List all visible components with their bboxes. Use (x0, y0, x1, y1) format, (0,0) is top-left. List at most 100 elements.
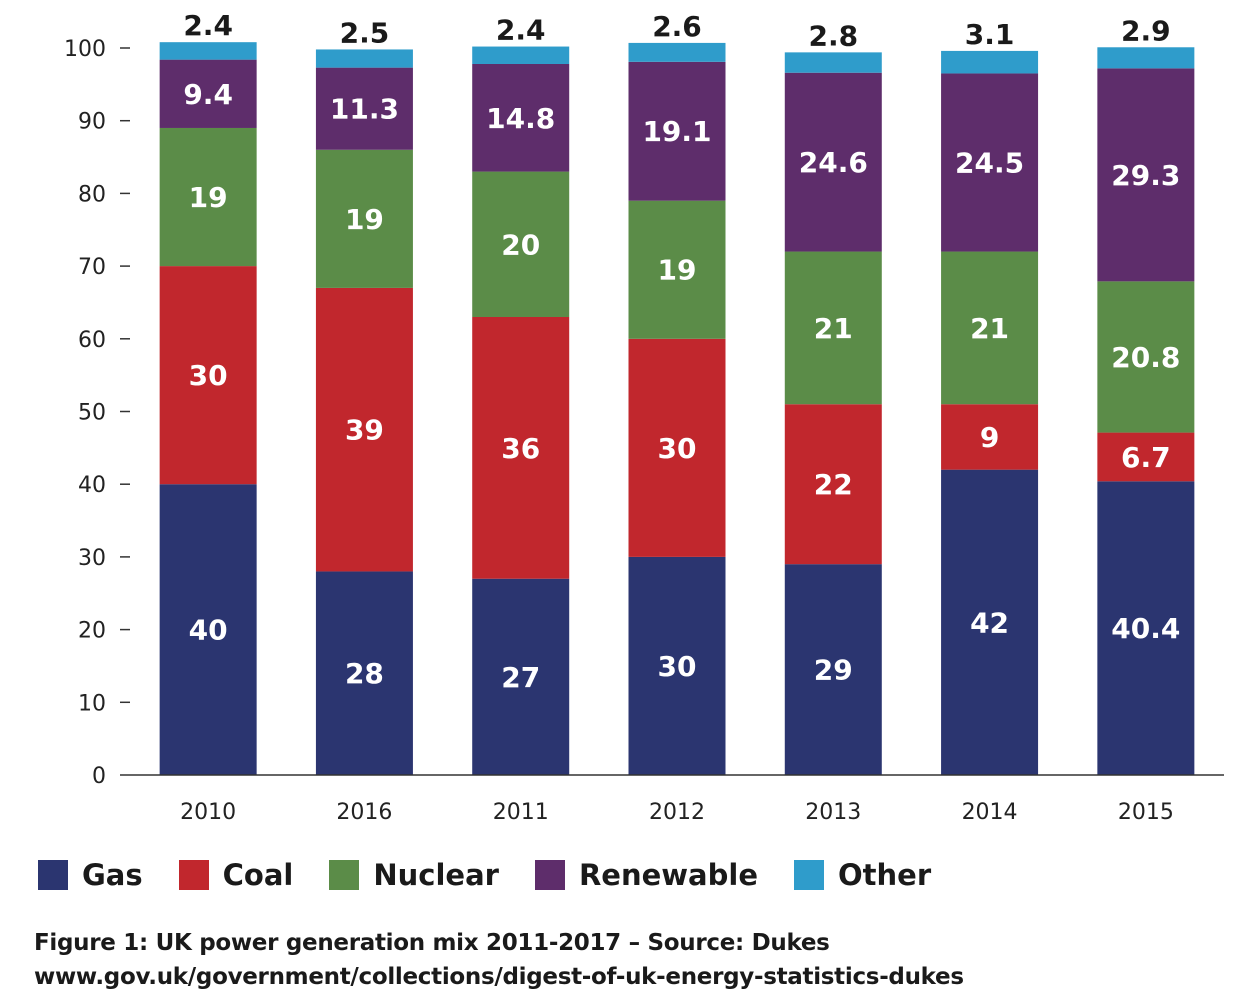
legend-label-other: Other (838, 858, 932, 892)
data-label-renewable: 11.3 (330, 93, 399, 126)
legend-label-coal: Coal (222, 858, 294, 892)
y-tick-label: 70 (78, 255, 106, 280)
bar-segment-other (315, 49, 413, 68)
bar-segment-gas (1097, 481, 1195, 775)
y-tick-label: 100 (64, 37, 106, 62)
data-label-other: 2.5 (340, 16, 390, 49)
data-label-other: 2.6 (652, 10, 702, 43)
stacked-bar-chart: 0 10 20 30 40 50 60 70 80 90 100 40 30 19 9.4 2.4 28 39 1… (64, 9, 1224, 825)
bar-segment-nuclear (159, 127, 257, 267)
data-label-gas: 42 (970, 606, 1009, 639)
bar-segment-gas (315, 571, 413, 775)
bar-segment-coal (315, 287, 413, 572)
bar-segment-other (1097, 47, 1195, 69)
data-label-other: 2.4 (183, 9, 233, 42)
legend-swatch-coal (178, 860, 209, 890)
y-tick-label: 50 (78, 401, 106, 426)
data-label-other: 2.9 (1121, 14, 1171, 47)
y-tick-label: 0 (92, 764, 106, 789)
x-tick-label: 2012 (649, 800, 705, 825)
data-label-renewable: 9.4 (183, 78, 233, 111)
data-label-coal: 30 (189, 359, 228, 392)
bar-segment-renewable (159, 59, 257, 128)
data-label-other: 3.1 (965, 18, 1015, 51)
bar-segment-gas (472, 578, 570, 775)
bar-segment-gas (784, 564, 882, 775)
data-label-coal: 6.7 (1121, 441, 1171, 474)
data-label-coal: 9 (980, 421, 999, 454)
data-label-coal: 39 (345, 414, 384, 447)
data-label-coal: 30 (658, 432, 697, 465)
data-label-gas: 29 (814, 654, 853, 687)
data-label-gas: 40 (189, 614, 228, 647)
y-tick-label: 60 (78, 328, 106, 353)
bar-segment-nuclear (628, 200, 726, 339)
data-label-renewable: 29.3 (1111, 159, 1180, 192)
bars: 40 30 19 9.4 2.4 28 39 19 11.3 2.5 27 36 20 14.8 2.4 30… (159, 9, 1195, 775)
data-label-renewable: 24.6 (799, 146, 868, 179)
legend-label-renewable: Renewable (578, 858, 758, 892)
data-label-coal: 22 (814, 468, 853, 501)
bar-segment-other (628, 42, 726, 62)
data-label-gas: 28 (345, 657, 384, 690)
data-label-nuclear: 19 (658, 254, 697, 287)
bar-segment-nuclear (941, 251, 1039, 405)
data-label-coal: 36 (501, 432, 540, 465)
legend-label-gas: Gas (82, 858, 143, 892)
bar-segment-renewable (628, 61, 726, 201)
bar-segment-gas (159, 484, 257, 775)
legend-label-nuclear: Nuclear (373, 858, 499, 892)
legend-swatch-gas (38, 860, 68, 890)
bar-segment-coal (628, 338, 726, 557)
y-tick-label: 40 (78, 473, 106, 498)
y-tick-label: 20 (78, 619, 106, 644)
data-label-renewable: 24.5 (955, 147, 1024, 180)
bar-segment-renewable (784, 72, 882, 252)
x-tick-label: 2010 (180, 800, 236, 825)
y-axis-ticks: 0 10 20 30 40 50 60 70 80 90 100 (64, 37, 130, 789)
bar-segment-nuclear (315, 149, 413, 288)
figure-caption: Figure 1: UK power generation mix 2011-2… (34, 926, 964, 994)
bar-segment-other (941, 50, 1039, 74)
data-label-nuclear: 19 (345, 203, 384, 236)
caption-line-2: www.gov.uk/government/collections/digest… (34, 964, 964, 990)
bar-segment-nuclear (472, 171, 570, 317)
legend-item-renewable: Renewable (534, 858, 758, 892)
y-tick-label: 90 (78, 110, 106, 135)
bar-segment-renewable (941, 73, 1039, 252)
data-label-gas: 30 (658, 650, 697, 683)
data-label-nuclear: 19 (189, 181, 228, 214)
data-label-nuclear: 20 (501, 228, 540, 261)
bar-segment-gas (628, 556, 726, 775)
bar-segment-other (159, 42, 257, 60)
bar-segment-coal (1097, 432, 1195, 482)
legend-item-other: Other (794, 858, 931, 892)
data-label-gas: 40.4 (1111, 612, 1180, 645)
legend: Gas Coal Nuclear Renewable Other (38, 858, 967, 892)
bar-segment-renewable (472, 63, 570, 172)
x-tick-label: 2013 (805, 800, 861, 825)
data-label-other: 2.4 (496, 14, 546, 47)
caption-line-1: Figure 1: UK power generation mix 2011-2… (34, 930, 830, 956)
x-axis-ticks: 2010 2016 2011 2012 2013 2014 2015 (180, 800, 1174, 825)
data-label-nuclear: 21 (814, 312, 853, 345)
bar-segment-coal (472, 316, 570, 579)
bar-segment-nuclear (1097, 281, 1195, 433)
legend-swatch-other (794, 860, 824, 890)
legend-swatch-renewable (534, 860, 565, 890)
bar-segment-gas (941, 469, 1039, 775)
y-tick-label: 80 (78, 182, 106, 207)
legend-item-nuclear: Nuclear (329, 858, 499, 892)
y-tick-label: 10 (78, 691, 106, 716)
data-label-other: 2.8 (808, 19, 858, 52)
bar-segment-renewable (1097, 68, 1195, 282)
y-tick-label: 30 (78, 546, 106, 571)
bar-segment-nuclear (784, 251, 882, 405)
legend-item-gas: Gas (38, 858, 143, 892)
data-label-nuclear: 20.8 (1111, 341, 1180, 374)
bar-segment-renewable (315, 67, 413, 150)
bar-segment-other (784, 52, 882, 73)
x-tick-label: 2014 (962, 800, 1018, 825)
data-label-renewable: 14.8 (486, 102, 555, 135)
legend-swatch-nuclear (329, 860, 360, 890)
